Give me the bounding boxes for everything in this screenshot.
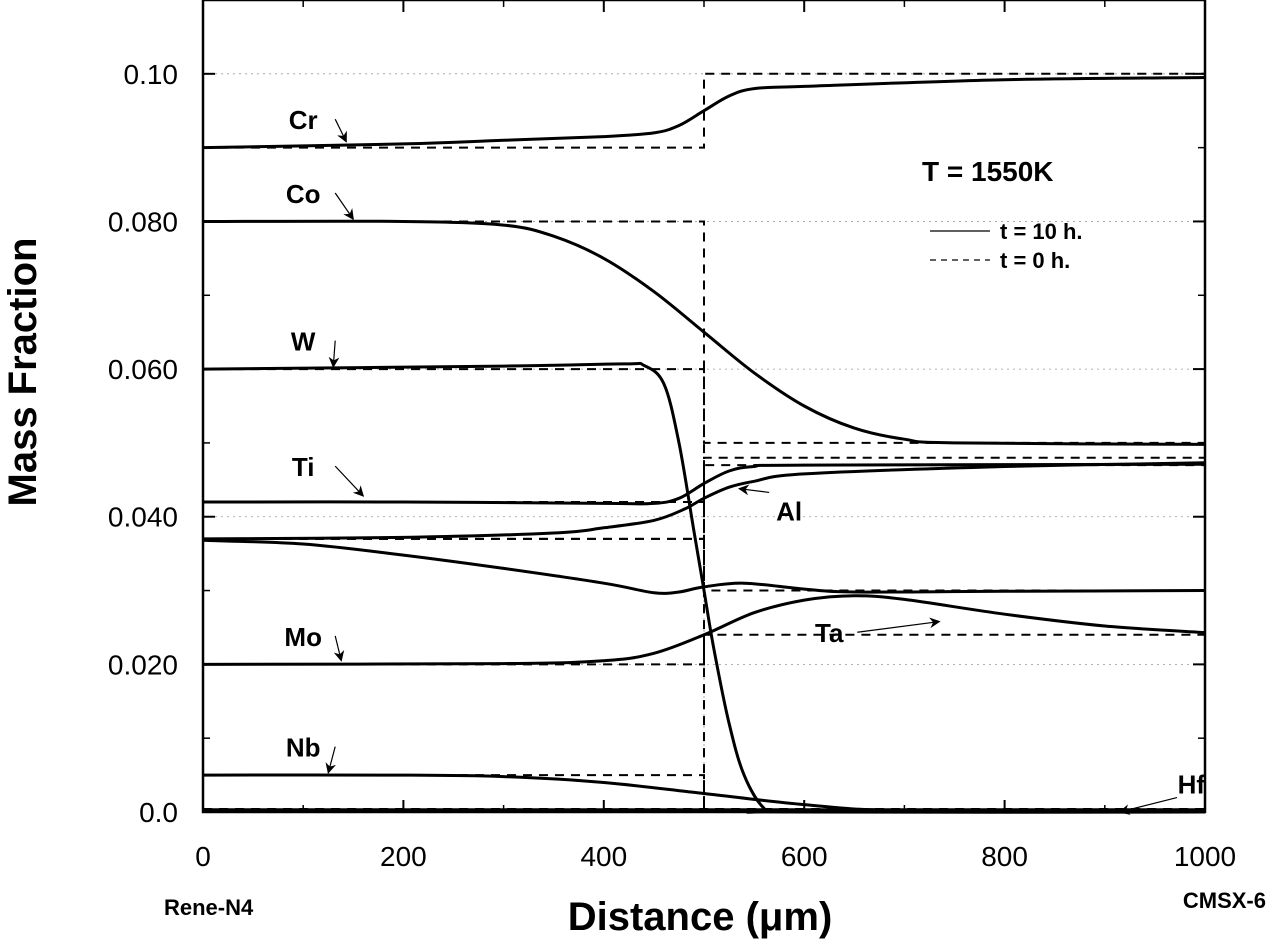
y-tick-label: 0.0 [139, 797, 178, 828]
ti-profile-line [202, 462, 1206, 506]
nb-label: Nb [286, 733, 321, 763]
nb-arrow [325, 746, 336, 774]
mo-arrow [333, 635, 345, 662]
legend-entry-dashed: t = 0 h. [1000, 248, 1070, 273]
x-tick-label: 800 [981, 841, 1028, 872]
x-tick-label: 600 [781, 841, 828, 872]
x-axis-title: Distance (μm) [568, 895, 833, 939]
mo-initial-line [203, 633, 1205, 666]
y-ticks: 0.0 0.020 0.040 0.060 0.080 0.10 [108, 59, 1205, 828]
left-material-label: Rene-N4 [164, 895, 254, 920]
mo-profile-line [202, 594, 1206, 666]
x-tick-label: 400 [580, 841, 627, 872]
mo-label: Mo [284, 622, 322, 652]
al-label: Al [776, 496, 802, 526]
series-labels: Cr Co W Ti Al Ta Mo Nb Hf [284, 105, 1205, 799]
co-label: Co [286, 179, 321, 209]
legend: t = 10 h. t = 0 h. [930, 219, 1083, 273]
al-profile-line [202, 461, 1206, 541]
right-material-label: CMSX-6 [1183, 888, 1266, 913]
w-label: W [291, 327, 316, 357]
ta-label: Ta [815, 618, 844, 648]
al-arrow [737, 484, 770, 496]
x-tick-label: 200 [380, 841, 427, 872]
ta-profile-line [202, 538, 1206, 595]
y-tick-label: 0.020 [108, 649, 178, 680]
co-arrow [334, 192, 354, 221]
w-arrow [328, 340, 340, 368]
co-profile-line [202, 219, 1206, 446]
ti-label: Ti [292, 452, 315, 482]
series-arrows [325, 118, 1178, 815]
ti-arrow [334, 465, 365, 497]
hf-arrow [1118, 796, 1178, 815]
legend-entry-solid: t = 10 h. [1000, 219, 1083, 244]
temperature-annotation: T = 1550K [922, 156, 1054, 187]
cr-profile-line [202, 76, 1206, 150]
x-ticks: 0 200 400 600 800 1000 [195, 0, 1236, 872]
x-tick-label: 0 [195, 841, 211, 872]
y-tick-label: 0.040 [108, 502, 178, 533]
hf-label: Hf [1178, 770, 1206, 800]
cr-label: Cr [289, 105, 318, 135]
y-tick-label: 0.060 [108, 354, 178, 385]
y-tick-label: 0.080 [108, 206, 178, 237]
cr-arrow [334, 118, 347, 143]
x-tick-label: 1000 [1174, 841, 1236, 872]
y-axis-title: Mass Fraction [1, 238, 45, 507]
ta-arrow [857, 617, 941, 633]
y-tick-label: 0.10 [124, 59, 179, 90]
